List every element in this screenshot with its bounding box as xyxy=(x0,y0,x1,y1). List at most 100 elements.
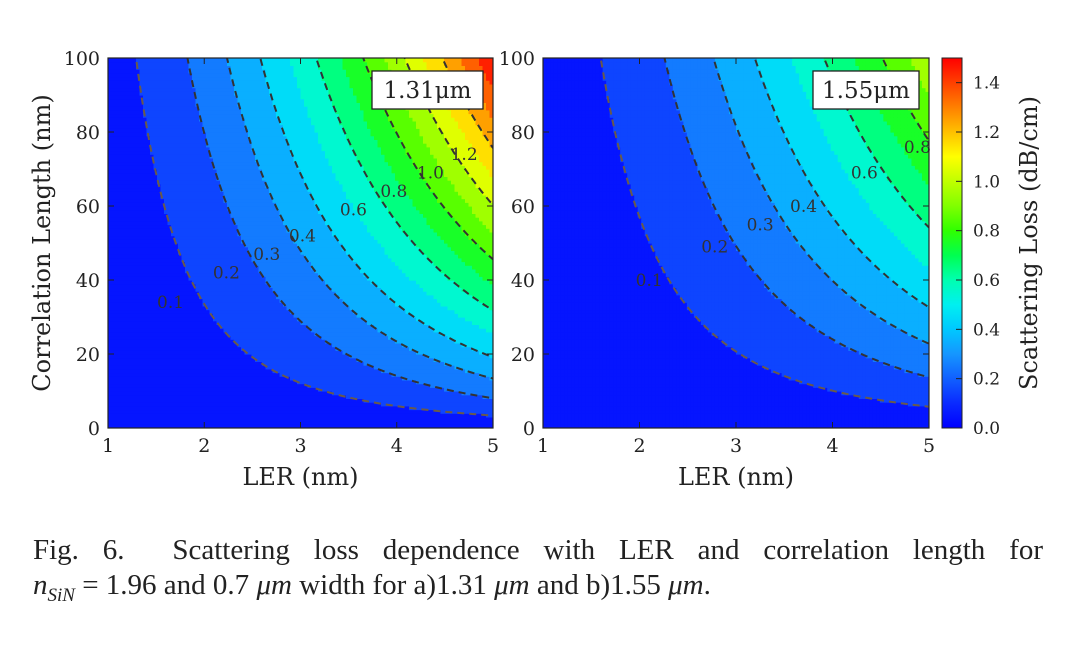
contour-cell xyxy=(258,405,263,411)
contour-cell xyxy=(185,61,190,66)
contour-cell xyxy=(258,409,263,414)
contour-cell xyxy=(234,135,239,140)
contour-cell xyxy=(202,154,207,159)
contour-cell xyxy=(195,368,200,374)
contour-cell xyxy=(188,61,193,66)
contour-cell xyxy=(209,339,214,344)
contour-cell xyxy=(132,416,137,422)
contour-cell xyxy=(251,61,256,66)
contour-cell xyxy=(244,317,249,322)
contour-cell xyxy=(164,276,169,281)
contour-cell xyxy=(132,424,137,428)
contour-cell xyxy=(160,217,165,222)
contour-cell xyxy=(227,413,232,418)
contour-cell xyxy=(171,172,176,177)
contour-cell xyxy=(185,365,190,370)
contour-cell xyxy=(244,65,249,70)
contour-cell xyxy=(262,65,267,70)
contour-cell xyxy=(251,257,256,263)
contour-cell xyxy=(279,265,284,270)
contour-cell xyxy=(192,405,197,411)
contour-cell xyxy=(118,106,123,111)
contour-cell xyxy=(125,372,130,377)
contour-cell xyxy=(146,231,151,237)
contour-cell xyxy=(192,157,197,163)
contour-cell xyxy=(188,243,193,248)
contour-cell xyxy=(272,379,277,385)
contour-cell xyxy=(272,309,277,314)
contour-cell xyxy=(269,402,274,407)
contour-cell xyxy=(220,202,225,207)
contour-cell xyxy=(108,198,113,203)
contour-cell xyxy=(178,280,183,285)
contour-cell xyxy=(122,309,127,314)
contour-cell xyxy=(188,376,193,381)
contour-cell xyxy=(258,143,263,148)
contour-cell xyxy=(171,132,176,137)
contour-cell xyxy=(227,302,232,307)
contour-cell xyxy=(195,342,200,348)
contour-cell xyxy=(251,83,256,89)
contour-cell xyxy=(185,387,190,392)
contour-cell xyxy=(269,128,274,133)
contour-cell xyxy=(188,76,193,81)
contour-cell xyxy=(195,268,200,274)
contour-cell xyxy=(230,220,235,226)
contour-cell xyxy=(192,213,197,218)
contour-cell xyxy=(216,72,221,78)
contour-cell xyxy=(167,379,172,385)
contour-cell xyxy=(213,276,218,281)
contour-cell xyxy=(279,87,284,92)
contour-cell xyxy=(171,98,176,103)
contour-cell xyxy=(188,198,193,203)
contour-cell xyxy=(150,405,155,411)
contour-cell xyxy=(262,324,267,329)
contour-cell xyxy=(146,139,151,144)
contour-cell xyxy=(139,379,144,385)
contour-cell xyxy=(143,220,148,226)
contour-cell xyxy=(269,98,274,103)
contour-cell xyxy=(167,117,172,122)
contour-cell xyxy=(230,132,235,137)
contour-cell xyxy=(234,387,239,392)
contour-cell xyxy=(269,220,274,226)
contour-cell xyxy=(265,180,270,185)
contour-cell xyxy=(234,172,239,177)
contour-cell xyxy=(185,146,190,152)
contour-cell xyxy=(227,346,232,351)
contour-cell xyxy=(129,194,134,200)
contour-cell xyxy=(262,305,267,311)
contour-cell xyxy=(146,80,151,85)
contour-cell xyxy=(234,146,239,152)
contour-cell xyxy=(216,324,221,329)
contour-cell xyxy=(230,235,235,240)
contour-cell xyxy=(129,202,134,207)
contour-cell xyxy=(167,294,172,300)
contour-cell xyxy=(202,257,207,263)
contour-cell xyxy=(111,324,116,329)
contour-cell xyxy=(118,357,123,362)
contour-cell xyxy=(132,368,137,374)
contour-cell xyxy=(174,420,179,425)
contour-cell xyxy=(174,357,179,362)
contour-cell xyxy=(209,291,214,296)
contour-cell xyxy=(164,261,169,266)
contour-cell xyxy=(251,198,256,203)
contour-cell xyxy=(160,272,165,277)
contour-cell xyxy=(213,324,218,329)
contour-cell xyxy=(188,228,193,233)
contour-cell xyxy=(192,183,197,189)
contour-cell xyxy=(269,217,274,222)
contour-cell xyxy=(258,339,263,344)
contour-cell xyxy=(195,250,200,255)
contour-cell xyxy=(269,139,274,144)
contour-cell xyxy=(153,272,158,277)
contour-cell xyxy=(255,294,260,300)
contour-cell xyxy=(230,398,235,403)
contour-cell xyxy=(185,143,190,148)
contour-cell xyxy=(185,172,190,177)
contour-cell xyxy=(216,398,221,403)
contour-cell xyxy=(206,213,211,218)
contour-cell xyxy=(185,117,190,122)
contour-cell xyxy=(132,331,137,337)
